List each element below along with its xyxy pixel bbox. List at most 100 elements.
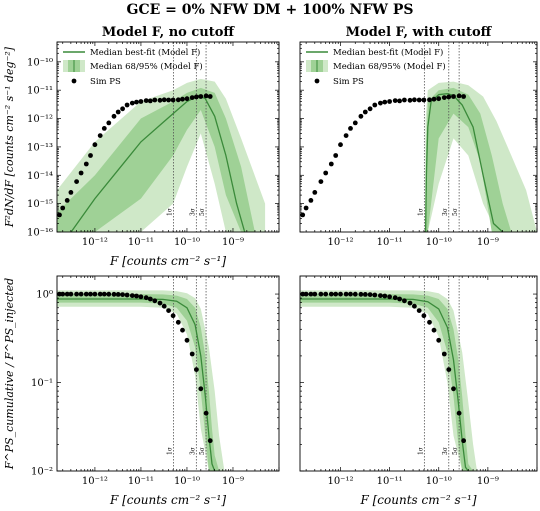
- panel-2-frame: [299, 41, 538, 233]
- panel-4-sim-point: [333, 291, 339, 297]
- panel-3-sim-point: [115, 292, 121, 297]
- panel-2-sim-point: [328, 161, 334, 167]
- panel-4-xtick-label: 10⁻¹⁰: [426, 476, 452, 487]
- panel-2-xtick-label: 10⁻¹²: [327, 237, 353, 248]
- panel-1-sim-point: [194, 94, 199, 100]
- panel-3-sim-point: [60, 291, 66, 297]
- panel-2-legend-median-label: Median best-fit (Model F): [333, 47, 443, 58]
- panel-2-sim-point: [416, 97, 422, 103]
- panel-1-sim-point: [88, 153, 93, 158]
- panel-3-sim-point: [74, 291, 79, 297]
- panel-1-ytick-label: 10⁻¹³: [27, 142, 53, 153]
- panel-3-ytick-label: 10⁰: [36, 290, 53, 301]
- panel-2-xtick-label: 10⁻¹⁰: [426, 237, 452, 248]
- panel-4-sim-point: [312, 291, 318, 297]
- panel-4-sim-point: [412, 303, 417, 309]
- panel-3-sim-point: [184, 337, 190, 343]
- panel-1-sim-point: [157, 97, 163, 103]
- panel-3-xlabel: F [counts cm⁻² s⁻¹]: [109, 493, 226, 507]
- panel-2-sim-point: [303, 205, 309, 211]
- panel-2-sim-point: [348, 125, 353, 131]
- panel-3-xtick-label: 10⁻¹¹: [128, 476, 154, 487]
- panel-4-sim-point: [392, 295, 398, 301]
- panel-4-sim-point: [372, 292, 378, 298]
- panel-4-sim-point: [382, 293, 388, 299]
- panel-3-sim-point: [175, 319, 181, 325]
- panel-1-legend-median-label: Median best-fit (Model F): [90, 47, 200, 58]
- panel-2-sim-point: [338, 142, 343, 148]
- panel-4-sim-point: [456, 410, 462, 416]
- panel-2-sim-point: [318, 179, 324, 185]
- panel-2-sim-point: [387, 99, 392, 104]
- panel-3-sim-point: [97, 291, 103, 297]
- panel-1-sim-point: [97, 133, 103, 139]
- panel-1-ytick-label: 10⁻¹⁰: [27, 57, 53, 68]
- panel-3-sim-point: [138, 294, 144, 300]
- panel-4-sim-point: [446, 367, 452, 372]
- panel-4-sim-point: [451, 386, 456, 392]
- panel-4-sim-point: [378, 293, 383, 298]
- panel-1-sim-point: [60, 205, 66, 211]
- panel-1-sim-point: [83, 161, 89, 167]
- panel-4-vline-label-1: 1σ: [417, 447, 424, 455]
- panel-3-vline-label-2: 3σ: [189, 447, 196, 455]
- panel-4-xtick-label: 10⁻¹²: [327, 476, 353, 487]
- panel-1-band-68: [57, 87, 255, 232]
- panel-2-sim-point: [441, 95, 447, 100]
- panel-3-sim-point: [152, 298, 158, 304]
- panel-2-sim-point: [421, 97, 427, 103]
- panel-2-sim-point: [300, 212, 306, 218]
- panel-1-sim-point: [143, 98, 149, 103]
- panel-1-sim-point: [180, 96, 185, 102]
- panel-4-sim-points: [300, 291, 466, 444]
- panel-1-sim-point: [189, 95, 195, 100]
- panel-4-sim-point: [367, 292, 373, 297]
- panel-1-sim-point: [134, 99, 139, 105]
- panel-3-sim-point: [92, 291, 98, 297]
- panel-4-sim-point: [352, 291, 358, 297]
- panel-1-sim-point: [101, 125, 107, 131]
- panel-4-sim-point: [343, 291, 349, 297]
- panel-3-sim-points: [57, 291, 213, 444]
- panel-3-band-68: [57, 294, 220, 471]
- panel-2-vline-label-1: 1σ: [417, 208, 424, 216]
- panel-3-vline-label-1: 1σ: [167, 447, 174, 455]
- panel-3-sim-point: [194, 367, 199, 372]
- panel-1-frame: [56, 41, 280, 233]
- panel-3-ytick-label: 10⁻¹: [31, 378, 53, 389]
- panel-1: 1σ 3σ 5σ 10⁻¹² 10⁻¹¹ 10⁻¹⁰ 10⁻⁹ 10⁻¹⁶ 10⁻¹⁵ 10⁻¹⁴…: [3, 25, 280, 268]
- panel-3-sim-point: [129, 293, 135, 298]
- panel-3-plot-area: [57, 276, 225, 471]
- panel-4-plot-area: [300, 276, 477, 471]
- panel-1-sim-point: [161, 97, 167, 103]
- panel-1-legend-sim-swatch: [71, 78, 77, 84]
- panel-3-sim-point: [157, 300, 163, 306]
- panel-4-band-95: [300, 290, 477, 471]
- panel-3-sim-point: [68, 291, 74, 297]
- panel-3-sim-point: [78, 291, 84, 297]
- panel-4-sim-point: [461, 438, 466, 444]
- panel-2-sim-point: [352, 120, 358, 126]
- panel-3-sim-point: [170, 313, 176, 319]
- panel-1-sim-point: [207, 94, 213, 99]
- panel-1-vline-label-3: 5σ: [199, 208, 206, 216]
- panel-1-sim-point: [175, 97, 181, 103]
- panel-2-sim-point: [392, 98, 398, 103]
- panel-1-ytick-label: 10⁻¹⁶: [27, 228, 53, 239]
- panel-3: 1σ 3σ 5σ 10⁻¹² 10⁻¹¹ 10⁻¹⁰ 10⁻⁹ 10⁻² 10⁻¹ 10⁰ F [c…: [3, 275, 280, 507]
- panel-2-sim-point: [427, 97, 432, 103]
- panel-1-sim-point: [198, 94, 204, 99]
- panel-4-vline-label-2: 3σ: [442, 447, 449, 455]
- panel-4-sim-point: [328, 291, 334, 297]
- panel-1-xtick-label: 10⁻¹¹: [128, 237, 154, 248]
- panel-2-sim-point: [407, 97, 413, 103]
- panel-2-sim-point: [323, 170, 329, 176]
- panel-4: 1σ 3σ 5σ 10⁻¹² 10⁻¹¹ 10⁻¹⁰ 10⁻⁹F [counts cm⁻² …: [299, 275, 538, 507]
- panel-2-legend-band-label: Median 68/95% (Model F): [333, 61, 446, 72]
- panel-3-xtick-label: 10⁻¹⁰: [174, 476, 200, 487]
- panel-1-xtick-label: 10⁻¹⁰: [174, 237, 200, 248]
- panel-2-title: Model F, with cutoff: [346, 25, 493, 40]
- panel-4-sim-point: [303, 291, 309, 297]
- panel-3-xtick-label: 10⁻⁹: [222, 476, 244, 487]
- panel-1-sim-point: [64, 198, 70, 203]
